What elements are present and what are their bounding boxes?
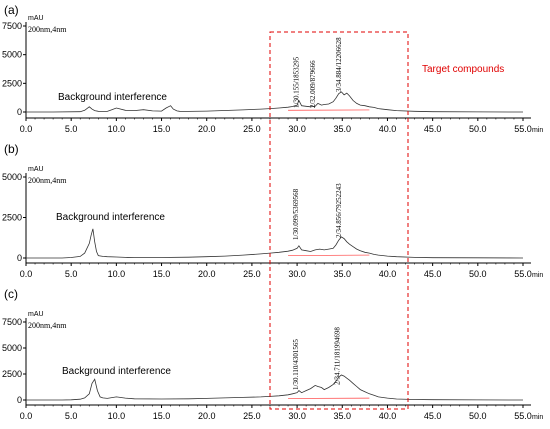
- panel-b-x-tick-label: 0.0: [20, 269, 33, 279]
- panel-c-x-tick-label: 5.0: [65, 411, 78, 421]
- panel-c-peak-label: 1/30.110/4301565: [292, 339, 300, 390]
- panel-b-background-annotation: Background interference: [56, 212, 165, 223]
- panel-c-x-tick-label: 40.0: [379, 411, 397, 421]
- panel-c-x-tick-label: 50.0: [469, 411, 487, 421]
- panel-a-y-tick-label: 0: [17, 107, 22, 117]
- panel-b-wavelength-label: 200nm,4nm: [28, 176, 67, 185]
- panel-c-x-tick-label: 55.0: [514, 411, 532, 421]
- panel-a-x-tick-label: 25.0: [243, 124, 261, 134]
- panel-a-label: (a): [4, 3, 19, 17]
- panel-a-x-tick-label: 5.0: [65, 124, 78, 134]
- panel-b-x-tick-label: 45.0: [424, 269, 442, 279]
- panel-a-peak-label: 1/30.155/1853295: [292, 56, 300, 108]
- panel-a-peak-label: 2/32.009/879666: [309, 60, 317, 108]
- panel-a-peak-label: 3/34.884/12206628: [335, 37, 343, 92]
- panel-c-x-unit: min: [532, 414, 543, 421]
- panel-a-x-tick-label: 35.0: [334, 124, 352, 134]
- panel-c-x-tick-label: 15.0: [153, 411, 171, 421]
- panel-a-y-tick-label: 2500: [2, 78, 22, 88]
- panel-a-wavelength-label: 200nm,4nm: [28, 25, 67, 34]
- panel-b-x-tick-label: 30.0: [288, 269, 306, 279]
- panel-b-y-unit: mAU: [28, 166, 44, 173]
- panel-a-background-annotation: Background interference: [58, 92, 167, 103]
- panel-c-chromatogram-line: [26, 374, 524, 401]
- panel-a-x-tick-label: 40.0: [379, 124, 397, 134]
- panel-c-x-tick-label: 0.0: [20, 411, 33, 421]
- panel-b-x-tick-label: 20.0: [198, 269, 216, 279]
- panel-b-peak-label: 2/34.856/79252243: [335, 183, 343, 238]
- panel-c-x-tick-label: 25.0: [243, 411, 261, 421]
- panel-c-y-tick-label: 5000: [2, 343, 22, 353]
- panel-a-y-tick-label: 7500: [2, 21, 22, 31]
- panel-c-x-tick-label: 20.0: [198, 411, 216, 421]
- panel-b-peak-label: 1/30.099/5369568: [292, 188, 300, 240]
- panel-c-label: (c): [4, 287, 18, 301]
- panel-b-x-tick-label: 50.0: [469, 269, 487, 279]
- panel-b-label: (b): [4, 142, 19, 156]
- panel-b-x-unit: min: [532, 272, 543, 279]
- panel-b-x-tick-label: 15.0: [153, 269, 171, 279]
- panel-a-x-tick-label: 45.0: [424, 124, 442, 134]
- panel-c-y-unit: mAU: [28, 311, 44, 318]
- panel-c-wavelength-label: 200nm,4nm: [28, 321, 67, 330]
- panel-c-x-tick-label: 45.0: [424, 411, 442, 421]
- panel-b-x-tick-label: 35.0: [334, 269, 352, 279]
- panel-c-y-tick-label: 0: [17, 395, 22, 405]
- panel-a-y-tick-label: 5000: [2, 50, 22, 60]
- panel-b-y-tick-label: 5000: [2, 172, 22, 182]
- panel-b-chromatogram-line: [26, 228, 524, 259]
- panel-a-x-tick-label: 50.0: [469, 124, 487, 134]
- panel-c-x-tick-label: 10.0: [108, 411, 126, 421]
- panel-a-x-tick-label: 20.0: [198, 124, 216, 134]
- panel-a-chromatogram-line: [26, 91, 524, 113]
- target-compounds-label: Target compounds: [422, 64, 504, 75]
- panel-c-peak-label: 2/34.711/181994698: [334, 327, 342, 385]
- panel-b-x-tick-label: 55.0: [514, 269, 532, 279]
- panel-b-x-tick-label: 25.0: [243, 269, 261, 279]
- panel-a-x-tick-label: 0.0: [20, 124, 33, 134]
- panel-a-x-tick-label: 55.0: [514, 124, 532, 134]
- panel-a-x-tick-label: 15.0: [153, 124, 171, 134]
- panel-b-x-tick-label: 40.0: [379, 269, 397, 279]
- panel-b-y-tick-label: 2500: [2, 213, 22, 223]
- panel-b-y-tick-label: 0: [17, 253, 22, 263]
- target-region-box: [269, 31, 409, 410]
- panel-c-x-tick-label: 35.0: [334, 411, 352, 421]
- panel-a-x-unit: min: [532, 127, 543, 134]
- panel-c-background-annotation: Background interference: [62, 366, 171, 377]
- panel-a-x-tick-label: 10.0: [108, 124, 126, 134]
- panel-a-y-unit: mAU: [28, 15, 44, 22]
- panel-c-y-tick-label: 7500: [2, 317, 22, 327]
- panel-b-x-tick-label: 5.0: [65, 269, 78, 279]
- panel-b-x-tick-label: 10.0: [108, 269, 126, 279]
- panel-a-x-tick-label: 30.0: [288, 124, 306, 134]
- panel-c-y-tick-label: 2500: [2, 369, 22, 379]
- panel-c-x-tick-label: 30.0: [288, 411, 306, 421]
